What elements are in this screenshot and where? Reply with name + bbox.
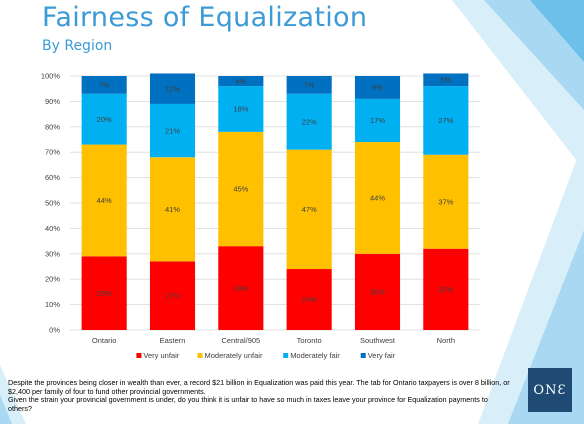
- bar-segment: [149, 103, 196, 158]
- bar-segment: [218, 86, 264, 132]
- bar-segment: [423, 154, 469, 249]
- legend-swatch: [360, 353, 366, 358]
- legend-label: Very unfair: [143, 351, 179, 360]
- data-label: 27%: [165, 291, 180, 300]
- y-tick-label: 0%: [49, 326, 60, 335]
- bar-segment: [149, 157, 196, 262]
- data-label: 7%: [304, 81, 315, 90]
- bar-segment: [423, 73, 469, 87]
- bar-segment: [81, 76, 127, 94]
- legend-label: Moderately fair: [290, 351, 340, 360]
- bar-segment: [354, 98, 401, 143]
- bar-segment: [286, 269, 332, 330]
- bar-segment: [354, 142, 401, 254]
- y-tick-label: 10%: [45, 300, 60, 309]
- legend-label: Moderately unfair: [205, 351, 263, 360]
- x-tick-label: Eastern: [160, 336, 186, 345]
- bar-segment: [354, 76, 401, 99]
- data-label: 45%: [233, 185, 248, 194]
- data-label: 37%: [438, 197, 453, 206]
- legend-label: Very fair: [368, 351, 396, 360]
- data-label: 22%: [302, 117, 317, 126]
- data-label: 32%: [438, 285, 453, 294]
- y-tick-label: 40%: [45, 224, 60, 233]
- bar-segment: [81, 144, 127, 257]
- y-tick-label: 50%: [45, 199, 60, 208]
- x-tick-label: Southwest: [360, 336, 396, 345]
- background-shape: [530, 0, 584, 62]
- data-label: 44%: [97, 196, 112, 205]
- data-label: 47%: [302, 205, 317, 214]
- data-label: 27%: [438, 116, 453, 125]
- y-tick-label: 70%: [45, 148, 60, 157]
- question-note: Despite the provinces being closer in we…: [8, 378, 513, 413]
- data-label: 7%: [99, 81, 110, 90]
- bar-segment: [218, 246, 264, 330]
- y-tick-label: 80%: [45, 122, 60, 131]
- y-tick-label: 90%: [45, 97, 60, 106]
- legend-swatch: [283, 353, 289, 358]
- bar-segment: [81, 256, 127, 330]
- data-label: 5%: [440, 76, 451, 85]
- data-label: 9%: [372, 83, 383, 92]
- bar-segment: [354, 253, 401, 330]
- legend-swatch: [136, 353, 142, 358]
- x-tick-label: Ontario: [92, 336, 117, 345]
- background-shape: [0, 395, 12, 424]
- bar-segment: [218, 131, 264, 247]
- bar-segment: [149, 73, 196, 104]
- slide-title: Fairness of Equalization: [42, 2, 368, 33]
- x-tick-label: Central/905: [221, 336, 260, 345]
- bar-segment: [286, 149, 332, 270]
- y-tick-label: 30%: [45, 249, 60, 258]
- one-logo: ONƐ: [528, 368, 572, 412]
- data-label: 4%: [235, 77, 246, 86]
- data-label: 44%: [370, 194, 385, 203]
- slide-subtitle: By Region: [42, 38, 113, 54]
- data-label: 12%: [165, 84, 180, 93]
- bar-segment: [423, 86, 469, 155]
- bar-segment: [286, 76, 332, 94]
- data-label: 18%: [233, 105, 248, 114]
- x-tick-label: North: [437, 336, 455, 345]
- legend-swatch: [197, 353, 203, 358]
- y-tick-label: 20%: [45, 275, 60, 284]
- x-tick-label: Toronto: [297, 336, 322, 345]
- bar-segment: [286, 93, 332, 150]
- data-label: 29%: [97, 289, 112, 298]
- data-label: 30%: [370, 288, 385, 297]
- note-context: Despite the provinces being closer in we…: [8, 378, 510, 396]
- data-label: 41%: [165, 205, 180, 214]
- logo-text: ONƐ: [533, 382, 567, 398]
- note-question: Given the strain your provincial governm…: [8, 395, 488, 413]
- background-shape: [0, 365, 26, 424]
- bar-segment: [218, 76, 264, 87]
- data-label: 21%: [165, 126, 180, 135]
- y-tick-label: 60%: [45, 173, 60, 182]
- bar-segment: [149, 261, 196, 330]
- data-label: 24%: [302, 295, 317, 304]
- data-label: 17%: [370, 116, 385, 125]
- data-label: 20%: [97, 115, 112, 124]
- data-label: 33%: [233, 284, 248, 293]
- y-tick-label: 100%: [41, 72, 61, 81]
- bar-segment: [81, 93, 127, 145]
- bar-segment: [423, 248, 469, 330]
